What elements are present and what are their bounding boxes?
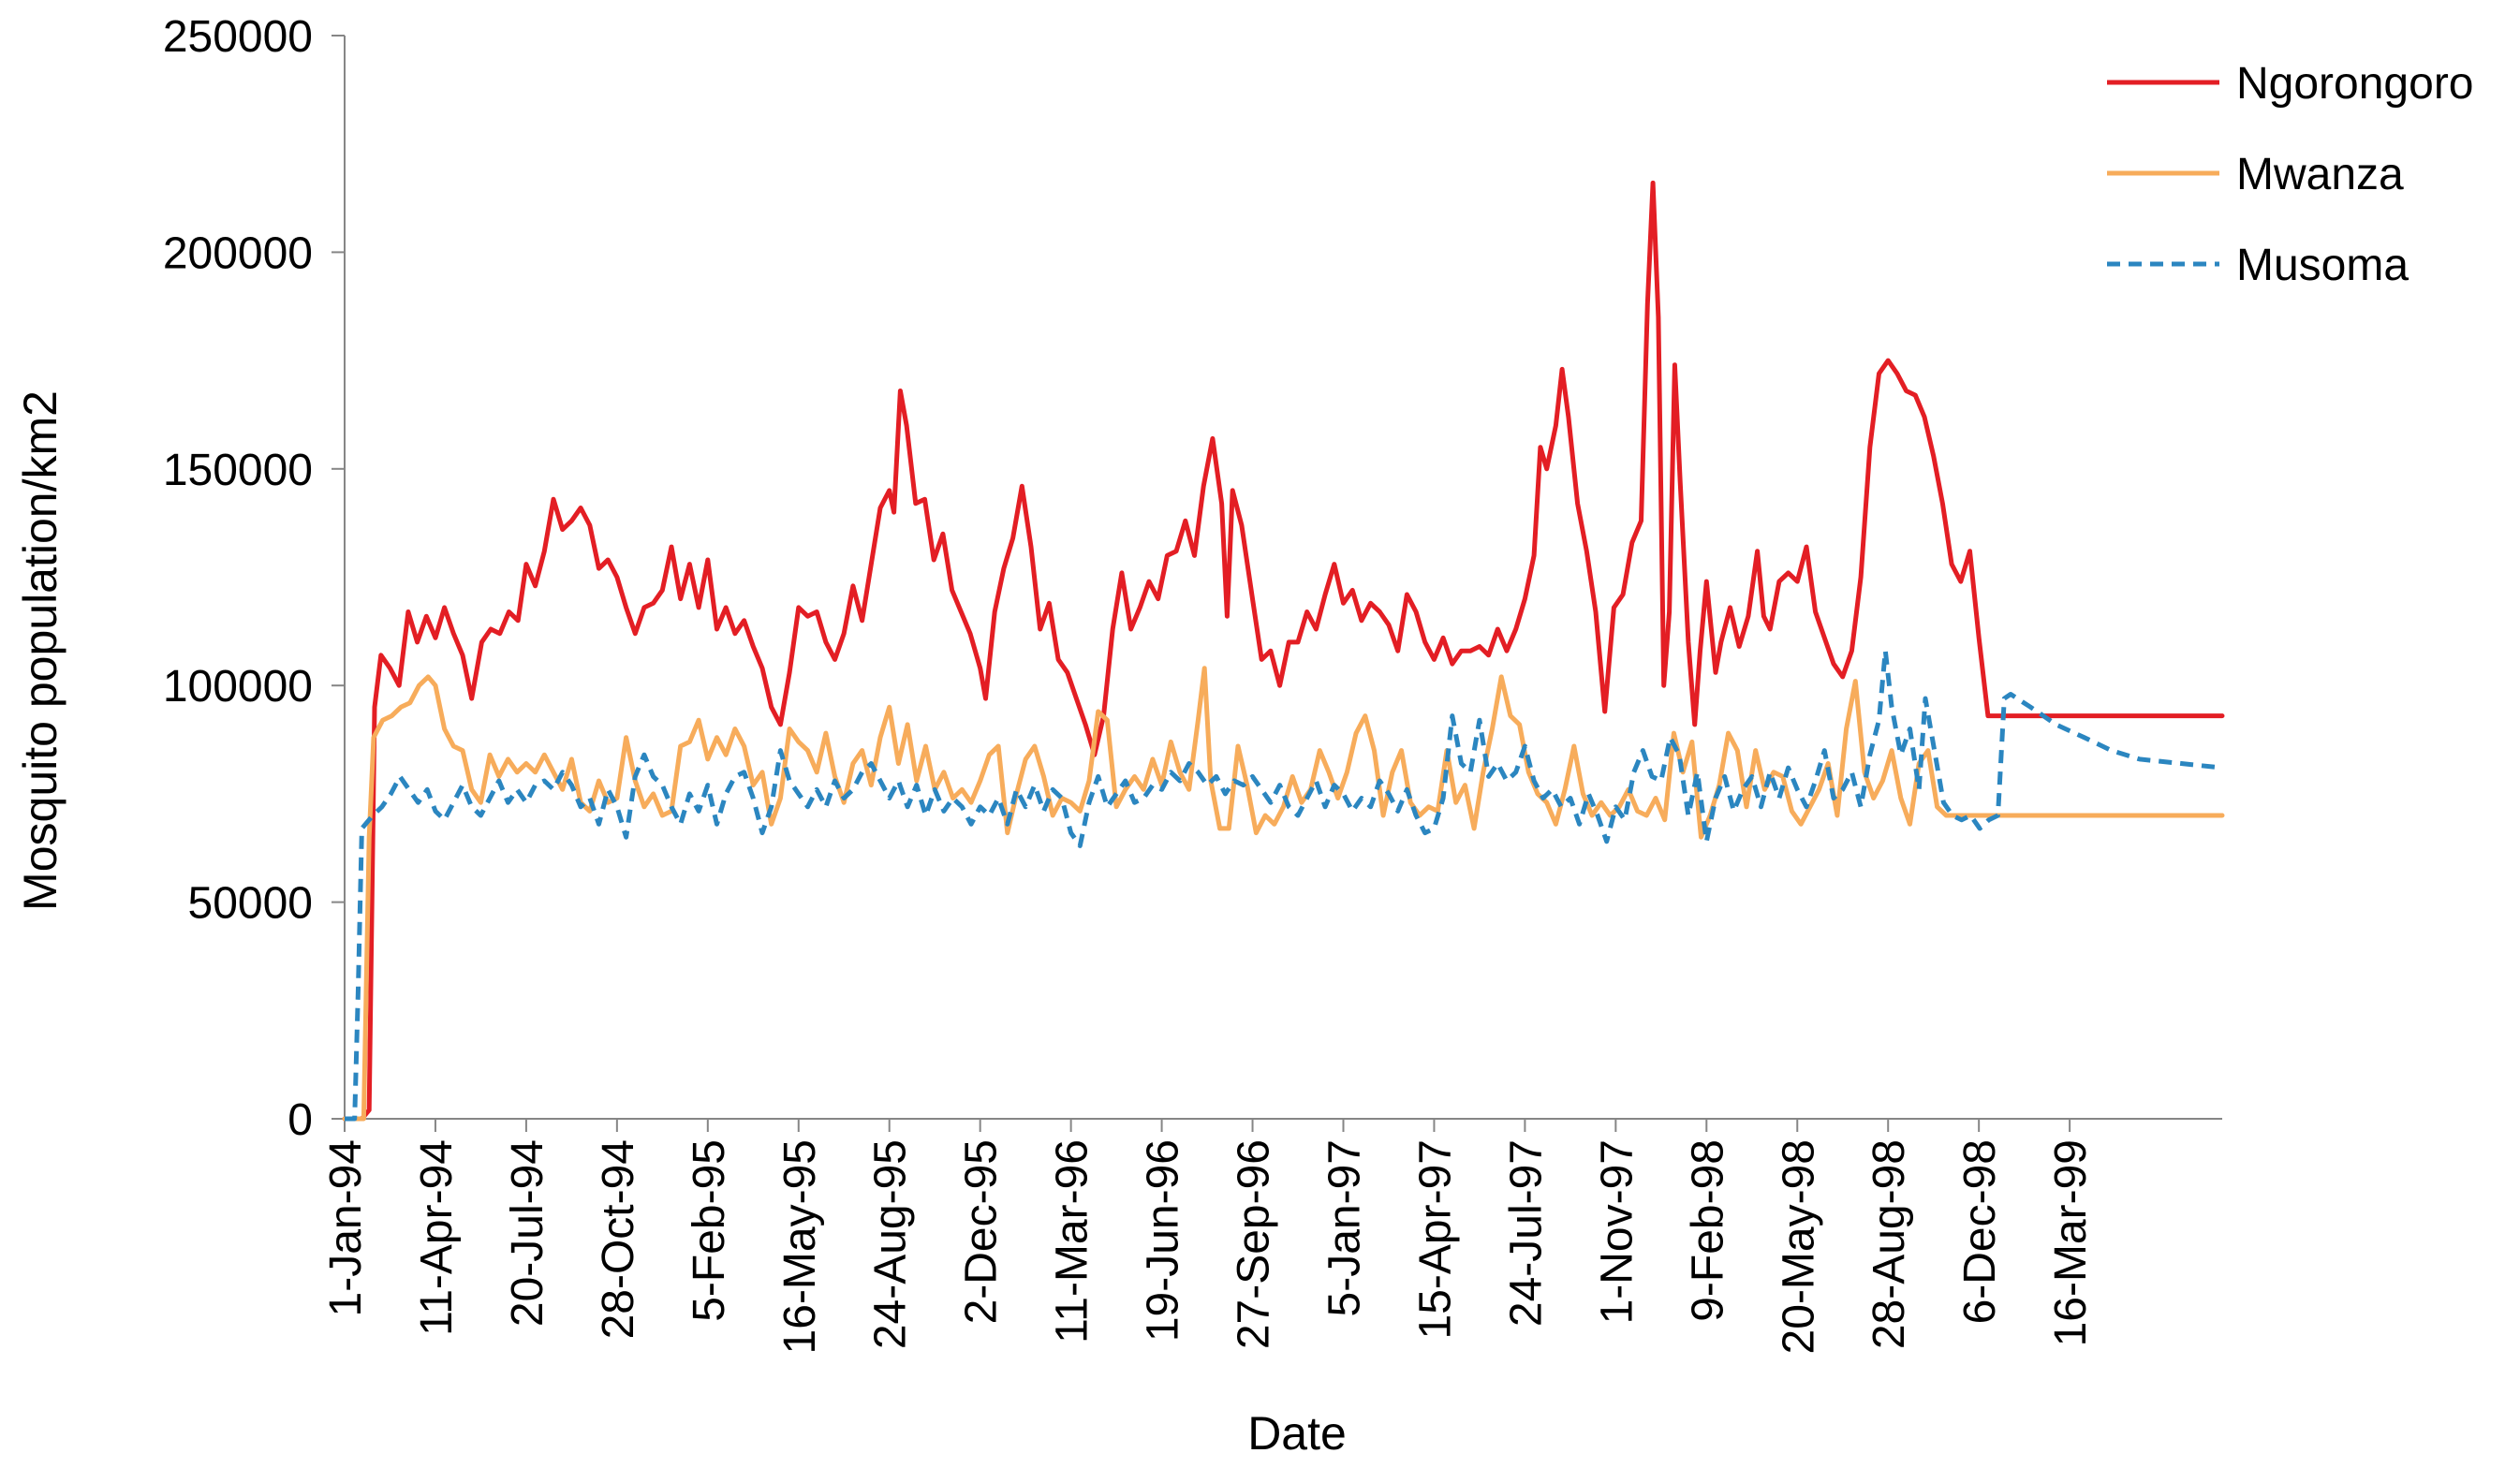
legend: Ngorongoro Mwanza Musoma [2107,59,2474,290]
x-tick-label: 16-May-95 [775,1139,825,1354]
x-tick-label: 2-Dec-95 [957,1139,1007,1324]
x-tick-label: 24-Jul-97 [1501,1139,1551,1327]
x-tick-label: 28-Aug-98 [1864,1139,1914,1349]
x-tick-label: 1-Jan-94 [321,1139,371,1316]
x-tick-label: 20-Jul-94 [503,1139,553,1327]
series-line-ngorongoro [342,180,2225,1122]
x-tick-label: 1-Nov-97 [1592,1139,1642,1324]
x-tick-label: 15-Apr-97 [1410,1139,1460,1339]
x-tick-label: 16-Mar-99 [2046,1139,2096,1346]
x-tick-label: 27-Sep-96 [1230,1139,1279,1349]
y-tick-label: 250000 [163,12,313,62]
x-tick-label: 20-May-98 [1774,1139,1823,1354]
y-axis-title: Mosquito population/km2 [14,390,66,911]
x-tick-label: 11-Mar-96 [1048,1139,1098,1343]
legend-label-musoma: Musoma [2236,241,2409,290]
y-tick-label: 150000 [163,446,313,495]
x-tick-label: 19-Jun-96 [1139,1139,1188,1342]
x-tick-label: 28-Oct-94 [594,1139,643,1339]
series-lines [342,180,2225,1122]
y-tick-label: 50000 [188,879,313,929]
y-tick-label: 200000 [163,228,313,278]
x-tick-label: 11-Apr-94 [412,1139,462,1336]
y-tick-label: 0 [287,1095,313,1145]
legend-label-ngorongoro: Ngorongoro [2236,59,2474,109]
series-line-mwanza [342,666,2225,1122]
x-tick-label: 24-Aug-95 [866,1139,916,1349]
x-tick-label: 6-Dec-98 [1955,1139,2005,1324]
legend-label-mwanza: Mwanza [2236,150,2404,199]
x-tick-label: 5-Jan-97 [1319,1139,1369,1316]
y-tick-label: 100000 [163,662,313,712]
x-axis-title: Date [1247,1407,1347,1460]
series-line-musoma [345,648,2223,1122]
axes: 0 50000 100000 150000 200000 250000 1-Jan-94 11… [163,12,2222,1354]
x-tick-label: 9-Feb-98 [1683,1139,1732,1322]
x-tick-label: 5-Feb-95 [685,1139,734,1322]
